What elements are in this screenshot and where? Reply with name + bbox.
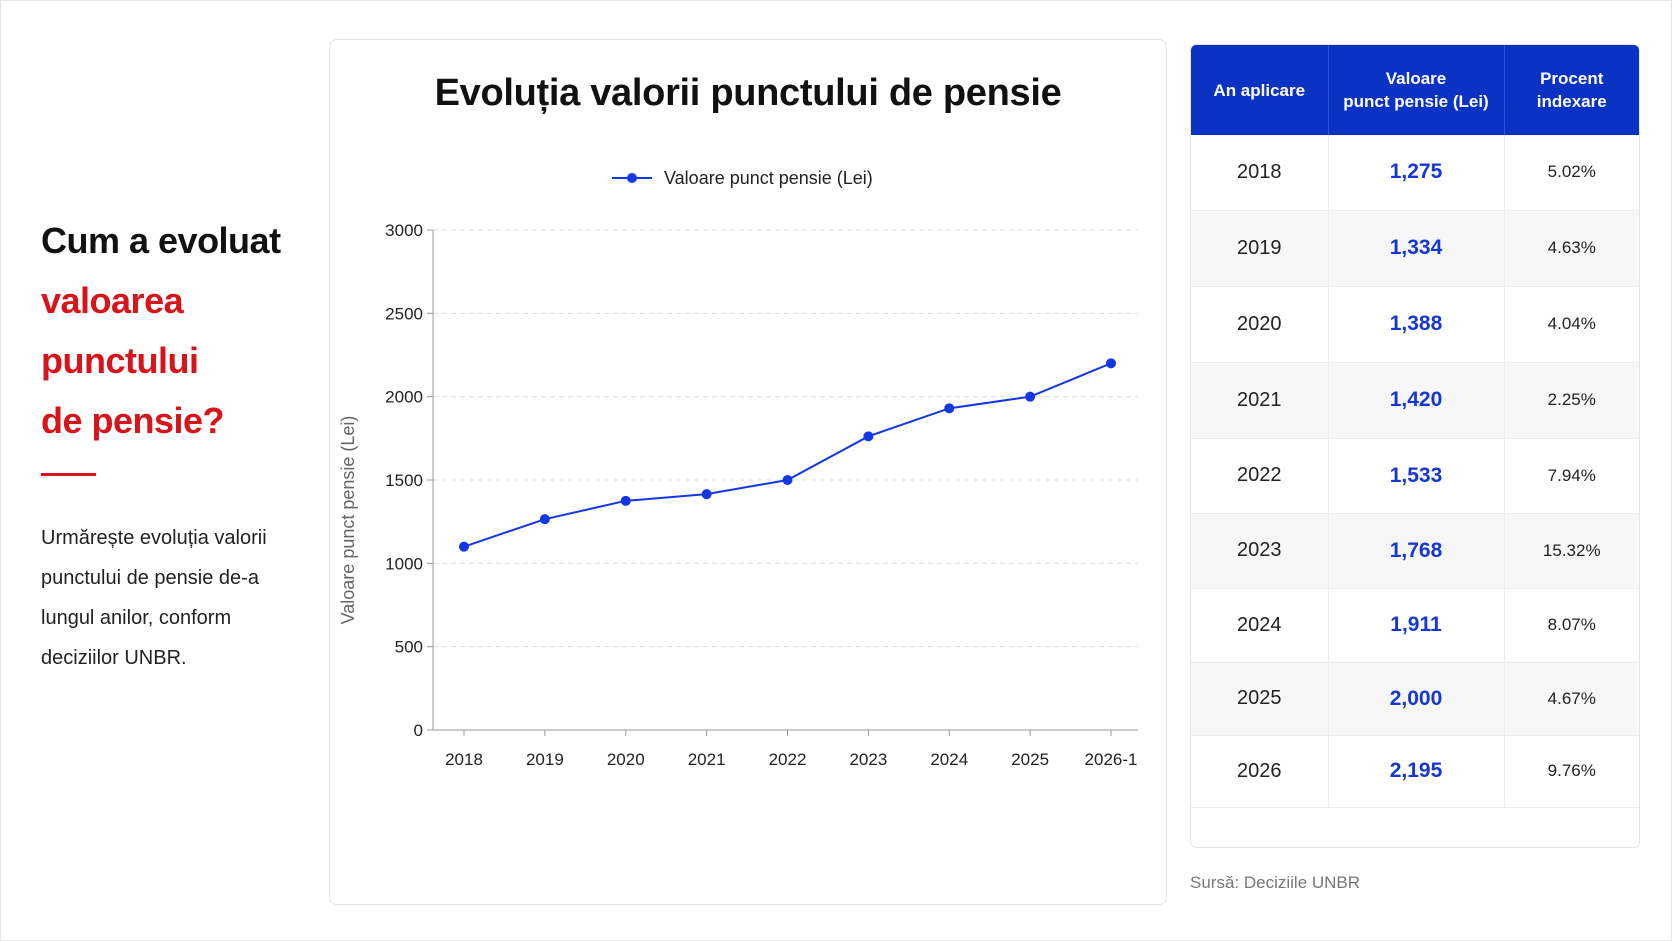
data-point: [459, 541, 469, 552]
cell-year: 2021: [1191, 362, 1329, 439]
table-row: 2025 2,000 4.67%: [1191, 662, 1639, 736]
table-body: 2018 1,275 5.02% 2019 1,334 4.63% 2020 1,388 4.0…: [1191, 135, 1639, 808]
source-note: Sursă: Deciziile UNBR: [1190, 873, 1361, 892]
header-percent-label: Procent indexare: [1536, 69, 1607, 111]
heading-line-3: punctului: [41, 340, 199, 381]
data-point: [863, 431, 874, 442]
x-tick-label: 2026-1: [1085, 750, 1138, 769]
line-chart: 0 500 1000 1500 2000 2500 3000 2018 2019 2020 2021…: [338, 168, 1138, 769]
data-point: [1025, 391, 1036, 402]
cell-percent: 2.25%: [1504, 362, 1639, 439]
legend-marker: [627, 173, 637, 183]
header-percent: Procent indexare: [1504, 45, 1639, 135]
table-header-row: An aplicare Valoare punct pensie (Lei) Pr…: [1191, 45, 1639, 135]
cell-percent: 5.02%: [1504, 135, 1639, 211]
data-point: [539, 514, 550, 525]
table-row: 2026 2,195 9.76%: [1191, 735, 1639, 808]
cell-value: 1,275: [1328, 135, 1505, 211]
cell-year: 2025: [1191, 662, 1329, 736]
series-line: [463, 362, 1112, 548]
cell-percent: 7.94%: [1504, 438, 1639, 514]
header-value: Valoare punct pensie (Lei): [1328, 45, 1505, 135]
table-row: 2019 1,334 4.63%: [1191, 210, 1639, 287]
y-tick-label: 1500: [385, 471, 423, 490]
x-tick-label: 2018: [445, 750, 483, 769]
cell-year: 2026: [1191, 735, 1329, 808]
legend-label: Valoare punct pensie (Lei): [664, 168, 873, 188]
cell-percent: 8.07%: [1504, 588, 1639, 663]
x-tick-label: 2022: [769, 750, 807, 769]
cell-year: 2022: [1191, 438, 1329, 514]
intro-heading: Cum a evoluat valoarea punctului de pens…: [41, 211, 301, 451]
x-tick-label: 2019: [526, 750, 564, 769]
x-tick-label: 2024: [930, 750, 968, 769]
data-point: [1106, 358, 1116, 369]
table-row: 2021 1,420 2.25%: [1191, 362, 1639, 439]
cell-value: 2,195: [1328, 735, 1505, 808]
cell-year: 2024: [1191, 588, 1329, 663]
cell-percent: 4.67%: [1504, 662, 1639, 736]
x-tick-label: 2025: [1011, 750, 1049, 769]
data-point: [944, 403, 955, 414]
heading-line-4: de pensie?: [41, 400, 225, 441]
accent-divider: [41, 473, 96, 476]
data-point: [782, 475, 793, 485]
cell-year: 2020: [1191, 286, 1329, 363]
cell-percent: 9.76%: [1504, 735, 1639, 808]
x-tick-label: 2021: [688, 750, 726, 769]
x-tick-label: 2020: [607, 750, 645, 769]
table-row: 2024 1,911 8.07%: [1191, 588, 1639, 663]
cell-value: 2,000: [1328, 662, 1505, 736]
intro-description: Urmărește evoluția valorii punctului de …: [41, 527, 267, 669]
y-tick-label: 2000: [385, 388, 423, 407]
y-tick-label: 2500: [385, 304, 423, 323]
y-tick-label: 1000: [385, 554, 423, 573]
y-axis-label: Valoare punct pensie (Lei): [338, 416, 358, 625]
pension-point-table: An aplicare Valoare punct pensie (Lei) Pr…: [1191, 45, 1639, 808]
cell-value: 1,533: [1328, 438, 1505, 514]
y-tick-label: 500: [395, 638, 423, 657]
table-row: 2020 1,388 4.04%: [1191, 286, 1639, 363]
heading-line-1: Cum a evoluat: [41, 220, 281, 261]
header-year: An aplicare: [1191, 45, 1329, 135]
cell-percent: 15.32%: [1504, 513, 1639, 589]
x-tick-label: 2023: [849, 750, 887, 769]
chart-title: Evoluția valorii punctului de pensie: [434, 72, 1062, 114]
table-row: 2022 1,533 7.94%: [1191, 438, 1639, 514]
cell-year: 2023: [1191, 513, 1329, 589]
data-table-card: An aplicare Valoare punct pensie (Lei) Pr…: [1190, 44, 1640, 848]
cell-value: 1,420: [1328, 362, 1505, 439]
cell-year: 2019: [1191, 210, 1329, 287]
cell-year: 2018: [1191, 135, 1329, 211]
cell-value: 1,911: [1328, 588, 1505, 663]
cell-percent: 4.04%: [1504, 286, 1639, 363]
data-point: [701, 489, 712, 500]
table-row: 2023 1,768 15.32%: [1191, 513, 1639, 589]
table-row: 2018 1,275 5.02%: [1191, 135, 1639, 211]
heading-line-2: valoarea: [41, 280, 184, 321]
cell-value: 1,768: [1328, 513, 1505, 589]
cell-value: 1,334: [1328, 210, 1505, 287]
cell-value: 1,388: [1328, 286, 1505, 363]
chart-card: Evoluția valorii punctului de pensie 0 50…: [329, 39, 1167, 905]
header-value-label: Valoare punct pensie (Lei): [1343, 69, 1489, 111]
y-tick-label: 0: [414, 721, 423, 740]
intro-section: Cum a evoluat valoarea punctului de pens…: [41, 211, 301, 678]
data-point: [620, 495, 631, 506]
y-tick-label: 3000: [385, 221, 423, 240]
cell-percent: 4.63%: [1504, 210, 1639, 287]
